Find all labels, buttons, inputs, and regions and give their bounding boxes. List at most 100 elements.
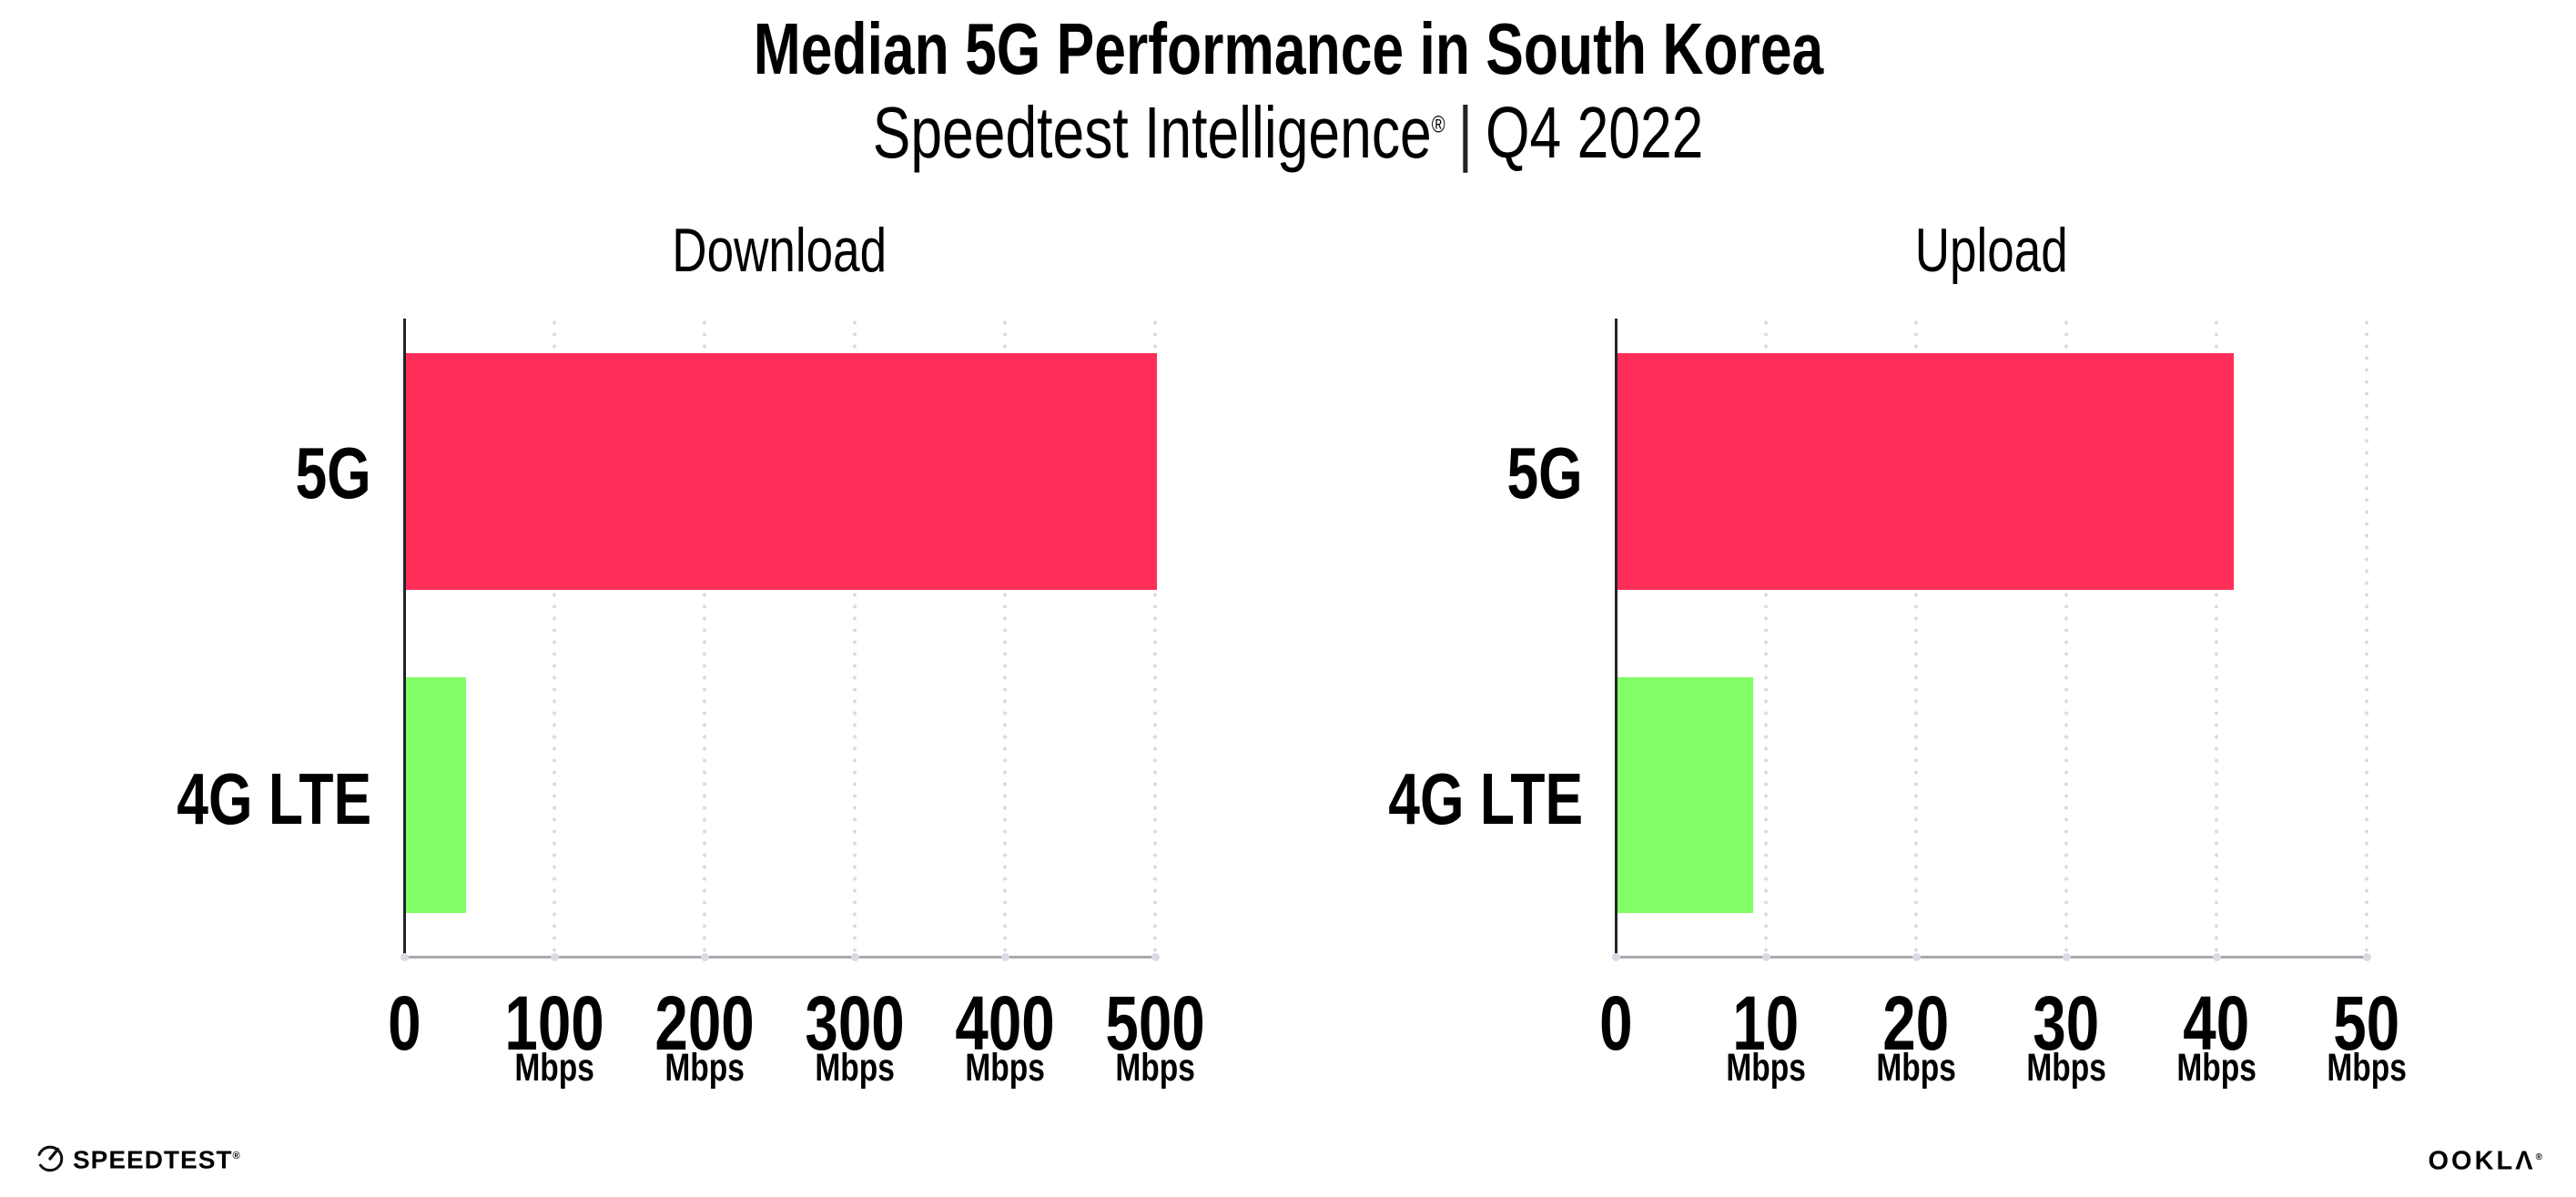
xunit-50: Mbps <box>2216 1047 2517 1089</box>
axis-dot-0 <box>1611 953 1620 961</box>
xtick-500-text: 500 <box>1105 980 1205 1066</box>
category-label-4glte: 4G LTE <box>1279 763 1583 836</box>
xtick-300-text: 300 <box>805 980 905 1066</box>
download-chart-title-text: Download <box>672 216 887 285</box>
category-label-5g-text: 5G <box>1506 432 1583 513</box>
gridline-20 <box>1914 319 1918 956</box>
axis-dot-100 <box>550 953 559 961</box>
xtick-0: 0 <box>1465 985 1766 1061</box>
xtick-10-text: 10 <box>1732 980 1800 1066</box>
xtick-400-text: 400 <box>955 980 1055 1066</box>
xunit-500-text: Mbps <box>1115 1046 1195 1090</box>
xunit-400: Mbps <box>855 1047 1155 1089</box>
ookla-wordmark: OOKLΛ <box>2428 1146 2536 1176</box>
ookla-registered-mark: ® <box>2535 1152 2545 1162</box>
xtick-30: 30 <box>1916 985 2216 1061</box>
x-axis-baseline <box>1616 956 2367 959</box>
bar-5g-upload <box>1618 353 2234 590</box>
xunit-30-text: Mbps <box>2026 1046 2106 1090</box>
axis-dot-30 <box>2062 953 2071 961</box>
xtick-10: 10 <box>1616 985 1916 1061</box>
bar-5g-download <box>406 353 1157 590</box>
subtitle-period: Q4 2022 <box>1485 92 1704 173</box>
xunit-300-text: Mbps <box>815 1046 895 1090</box>
axis-dot-400 <box>1000 953 1009 961</box>
xtick-400: 400 <box>855 985 1155 1061</box>
gridline-400 <box>1003 319 1007 956</box>
ookla-logo: OOKLΛ® <box>2429 1143 2546 1176</box>
axis-dot-50 <box>2362 953 2371 961</box>
gridline-50 <box>2365 319 2368 956</box>
category-label-4glte-text: 4G LTE <box>1388 758 1583 839</box>
registered-mark: ® <box>1431 110 1445 138</box>
subtitle-separator: | <box>1457 92 1473 173</box>
xtick-50-text: 50 <box>2333 980 2400 1066</box>
xtick-100-text: 100 <box>504 980 604 1066</box>
xunit-50-text: Mbps <box>2327 1046 2407 1090</box>
axis-dot-10 <box>1761 953 1770 961</box>
xtick-200: 200 <box>554 985 855 1061</box>
y-axis-spine <box>1615 319 1618 958</box>
xtick-40-text: 40 <box>2183 980 2250 1066</box>
xunit-200-text: Mbps <box>664 1046 745 1090</box>
category-label-5g: 5G <box>67 437 371 510</box>
xtick-200-text: 200 <box>654 980 755 1066</box>
xunit-30: Mbps <box>1916 1047 2216 1089</box>
y-axis-spine <box>403 319 406 958</box>
download-chart-title: Download <box>404 218 1155 282</box>
speedtest-registered-mark: ® <box>232 1150 241 1161</box>
bar-4glte-upload <box>1618 677 1753 913</box>
x-axis-baseline <box>404 956 1155 959</box>
xtick-300: 300 <box>705 985 1005 1061</box>
page-subtitle: Speedtest Intelligence® | Q4 2022 <box>0 91 2576 175</box>
bar-4glte-download <box>406 677 466 913</box>
upload-chart: Upload 5G 4G LTE 0 10 20 30 40 50 Mbps M… <box>1388 218 2407 1089</box>
subtitle-brand: Speedtest Intelligence <box>872 92 1432 173</box>
axis-dot-0 <box>400 953 409 961</box>
xtick-40: 40 <box>2066 985 2367 1061</box>
page-subtitle-text: Speedtest Intelligence® | Q4 2022 <box>873 91 1704 175</box>
category-label-4glte-text: 4G LTE <box>177 758 371 839</box>
upload-chart-title-text: Upload <box>1914 216 2068 285</box>
xtick-20-text: 20 <box>1882 980 1950 1066</box>
xunit-10: Mbps <box>1616 1047 1916 1089</box>
gridline-10 <box>1764 319 1768 956</box>
axis-dot-20 <box>1912 953 1921 961</box>
xunit-100: Mbps <box>404 1047 705 1089</box>
speedtest-wordmark-text: SPEEDTEST <box>73 1145 233 1174</box>
category-label-5g: 5G <box>1279 437 1583 510</box>
xunit-400-text: Mbps <box>965 1046 1045 1090</box>
xunit-200: Mbps <box>554 1047 855 1089</box>
xtick-0-text: 0 <box>387 980 421 1066</box>
xtick-100: 100 <box>404 985 705 1061</box>
xunit-20: Mbps <box>1766 1047 2066 1089</box>
gridline-300 <box>853 319 857 956</box>
gridline-200 <box>703 319 706 956</box>
axis-dot-200 <box>700 953 709 961</box>
xtick-500: 500 <box>1005 985 1305 1061</box>
xunit-20-text: Mbps <box>1876 1046 1956 1090</box>
xtick-20: 20 <box>1766 985 2066 1061</box>
axis-dot-300 <box>850 953 859 961</box>
gridline-500 <box>1153 319 1157 956</box>
category-label-4glte: 4G LTE <box>67 763 371 836</box>
upload-chart-title: Upload <box>1616 218 2367 282</box>
speedtest-gauge-icon <box>36 1145 64 1172</box>
page-title: Median 5G Performance in South Korea <box>0 7 2576 91</box>
xtick-0: 0 <box>254 985 554 1061</box>
download-chart: Download 5G 4G LTE 0 100 200 300 400 500… <box>177 218 1204 1089</box>
xunit-300: Mbps <box>705 1047 1005 1089</box>
xtick-0-text: 0 <box>1598 980 1633 1066</box>
category-label-5g-text: 5G <box>295 432 371 513</box>
xunit-40-text: Mbps <box>2176 1046 2257 1090</box>
axis-dot-40 <box>2212 953 2221 961</box>
page-title-text: Median 5G Performance in South Korea <box>753 8 1823 89</box>
xunit-10-text: Mbps <box>1726 1046 1806 1090</box>
speedtest-wordmark: SPEEDTEST® <box>73 1140 241 1176</box>
gridline-40 <box>2215 319 2218 956</box>
gridline-100 <box>553 319 556 956</box>
xtick-50: 50 <box>2216 985 2517 1061</box>
xunit-40: Mbps <box>2066 1047 2367 1089</box>
speedtest-logo: SPEEDTEST® <box>35 1141 241 1174</box>
